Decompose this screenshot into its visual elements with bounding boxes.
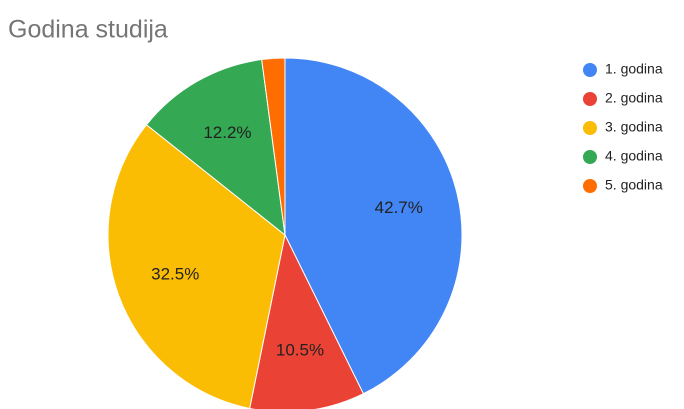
pie-slice [249, 233, 365, 409]
legend-label: 5. godina [605, 177, 663, 193]
legend-swatch [583, 92, 597, 106]
legend-label: 3. godina [605, 119, 663, 135]
data-label: 42.7% [375, 198, 423, 217]
pie-slice [284, 57, 463, 395]
legend-label: 2. godina [605, 90, 663, 106]
legend-label: 1. godina [605, 61, 663, 77]
legend-label: 4. godina [605, 148, 663, 164]
chart-title: Godina studija [8, 16, 168, 44]
legend-swatch [583, 63, 597, 77]
legend-swatch [583, 121, 597, 135]
pie-slice [107, 124, 286, 409]
pie-slice [261, 57, 286, 236]
data-label: 32.5% [151, 264, 199, 283]
data-label: 10.5% [276, 340, 324, 359]
legend-swatch [583, 150, 597, 164]
pie-slice [145, 58, 286, 237]
legend-swatch [583, 179, 597, 193]
data-label: 12.2% [203, 123, 251, 142]
